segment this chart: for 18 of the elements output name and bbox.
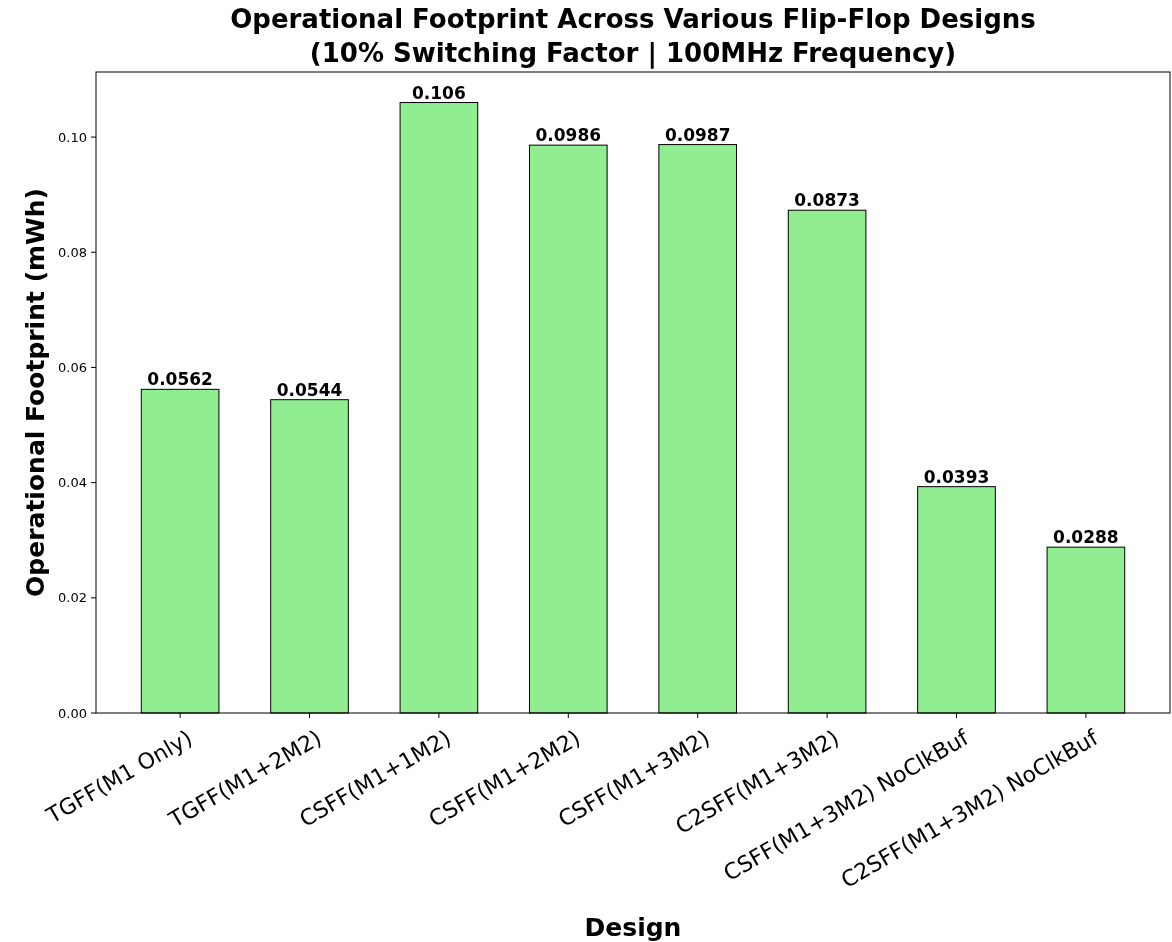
y-tick-label: 0.02 <box>58 590 87 606</box>
y-tick-label: 0.08 <box>58 244 87 260</box>
data-label: 0.0873 <box>794 190 860 211</box>
y-tick-label: 0.06 <box>58 360 87 375</box>
data-label: 0.0986 <box>535 125 602 146</box>
data-label: 0.0987 <box>664 124 731 145</box>
x-axis-title: Design <box>584 913 682 942</box>
data-label: 0.0562 <box>147 369 213 390</box>
y-axis-title: Operational Footprint (mWh) <box>21 188 50 597</box>
data-label: 0.0544 <box>276 379 343 400</box>
y-tick-label: 0.00 <box>58 705 87 721</box>
y-tick-label: 0.04 <box>58 475 87 491</box>
chart-title: Operational Footprint Across Various Flip-Flop Designs <box>230 4 1036 34</box>
data-label: 0.106 <box>412 82 466 103</box>
chart-subtitle: (10% Switching Factor | 100MHz Frequency) <box>309 38 957 69</box>
data-label: 0.0393 <box>923 466 990 487</box>
y-tick-label: 0.10 <box>58 129 87 145</box>
data-label: 0.0288 <box>1053 527 1119 548</box>
